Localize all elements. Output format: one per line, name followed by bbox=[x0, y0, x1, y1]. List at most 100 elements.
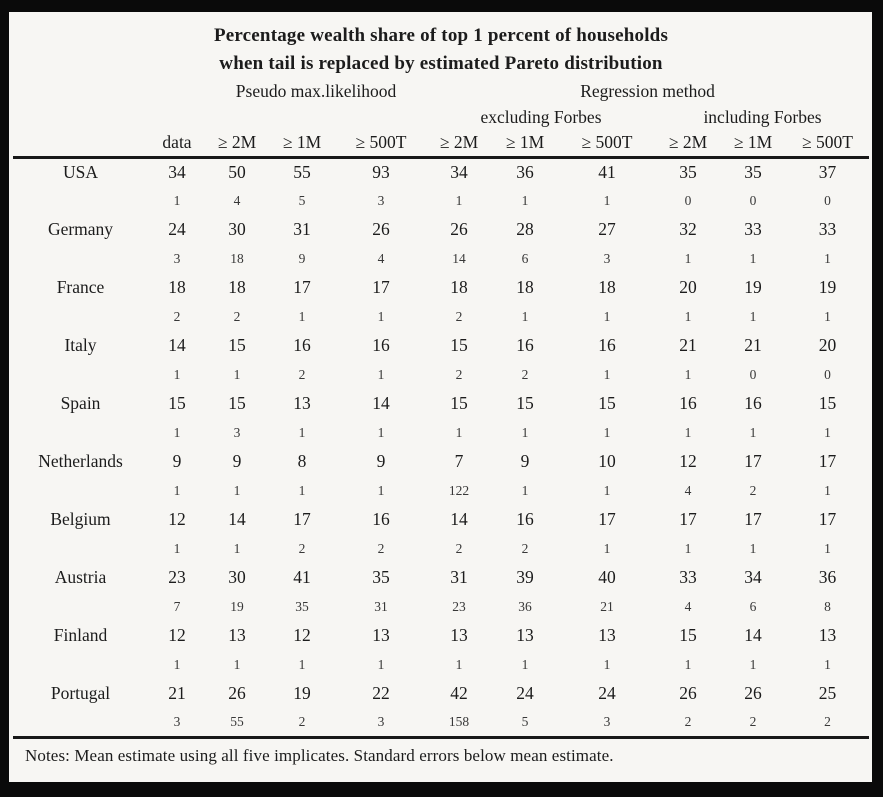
country-se-row: 3 55 2 3 158 5 3 2 2 2 bbox=[13, 708, 869, 737]
se-value-cell: 1 bbox=[233, 366, 241, 382]
se-value-cell: 1 bbox=[824, 424, 831, 440]
se-value-cell: 1 bbox=[233, 540, 241, 556]
mean-value-cell: 36 bbox=[818, 567, 837, 587]
mean-value-cell: 33 bbox=[679, 567, 697, 587]
spacer-cell bbox=[13, 78, 206, 104]
mean-value-cell: 17 bbox=[293, 509, 311, 529]
se-value-cell: 3 bbox=[377, 713, 385, 729]
column-header-ge-2m-incl: ≥ 2M bbox=[668, 132, 708, 153]
se-value-cell: 2 bbox=[298, 540, 306, 556]
mean-value-cell: 15 bbox=[168, 393, 186, 413]
mean-value-cell: 15 bbox=[598, 393, 616, 413]
se-value-cell: 3 bbox=[173, 250, 181, 266]
se-value-cell: 2 bbox=[684, 713, 692, 729]
mean-value-cell: 16 bbox=[293, 335, 311, 355]
country-label: Belgium bbox=[50, 509, 111, 529]
mean-value-cell: 15 bbox=[679, 625, 697, 645]
country-mean-row: Austria 23 30 41 35 31 39 40 33 34 36 bbox=[13, 563, 869, 592]
column-header-ge-1m-pseudo: ≥ 1M bbox=[282, 132, 322, 153]
mean-value-cell: 26 bbox=[372, 219, 390, 239]
mean-value-cell: 21 bbox=[744, 335, 762, 355]
country-se-row: 1 3 1 1 1 1 1 1 1 1 bbox=[13, 418, 869, 447]
mean-value-cell: 30 bbox=[228, 567, 246, 587]
se-value-cell: 14 bbox=[452, 250, 466, 266]
mean-value-cell: 13 bbox=[818, 625, 837, 645]
se-value-cell: 1 bbox=[824, 656, 831, 672]
mean-value-cell: 18 bbox=[598, 277, 616, 297]
forbes-group-including: including Forbes bbox=[703, 106, 822, 127]
column-header-ge-500t-pseudo: ≥ 500T bbox=[355, 132, 407, 153]
mean-value-cell: 9 bbox=[172, 451, 182, 471]
mean-value-cell: 17 bbox=[293, 277, 311, 297]
table-title-line1: Percentage wealth share of top 1 percent… bbox=[213, 25, 669, 46]
country-mean-row: Netherlands 9 9 8 9 7 9 10 12 17 17 bbox=[13, 447, 869, 476]
mean-value-cell: 27 bbox=[598, 219, 616, 239]
mean-value-cell: 20 bbox=[818, 335, 837, 355]
country-label: Portugal bbox=[50, 683, 111, 703]
mean-value-cell: 93 bbox=[372, 161, 390, 182]
mean-value-cell: 21 bbox=[679, 335, 697, 355]
mean-value-cell: 17 bbox=[372, 277, 390, 297]
se-value-cell: 1 bbox=[684, 250, 692, 266]
se-value-cell: 21 bbox=[600, 598, 614, 614]
mean-value-cell: 24 bbox=[168, 219, 186, 239]
mean-value-cell: 14 bbox=[168, 335, 186, 355]
se-value-cell: 1 bbox=[749, 540, 757, 556]
mean-value-cell: 32 bbox=[679, 219, 697, 239]
se-value-cell: 1 bbox=[824, 250, 831, 266]
mean-value-cell: 24 bbox=[516, 683, 534, 703]
se-value-cell: 1 bbox=[603, 540, 611, 556]
spacer-cell bbox=[13, 418, 148, 447]
country-se-row: 3 18 9 4 14 6 3 1 1 1 bbox=[13, 244, 869, 273]
se-value-cell: 0 bbox=[824, 192, 831, 208]
spacer-cell bbox=[13, 186, 148, 215]
se-value-cell: 2 bbox=[173, 308, 181, 324]
se-value-cell: 1 bbox=[377, 424, 385, 440]
se-value-cell: 1 bbox=[377, 656, 385, 672]
se-value-cell: 4 bbox=[684, 598, 692, 614]
mean-value-cell: 17 bbox=[818, 509, 837, 529]
se-value-cell: 1 bbox=[749, 250, 757, 266]
se-value-cell: 1 bbox=[377, 366, 385, 382]
spacer-cell bbox=[13, 708, 148, 737]
spacer-cell bbox=[13, 592, 148, 621]
se-value-cell: 1 bbox=[684, 308, 692, 324]
mean-value-cell: 19 bbox=[293, 683, 311, 703]
se-value-cell: 1 bbox=[455, 192, 463, 208]
country-mean-row: France 18 18 17 17 18 18 18 20 19 19 bbox=[13, 273, 869, 302]
mean-value-cell: 30 bbox=[228, 219, 246, 239]
se-value-cell: 1 bbox=[603, 656, 611, 672]
se-value-cell: 3 bbox=[377, 192, 385, 208]
country-label: USA bbox=[62, 161, 98, 182]
country-mean-row: Spain 15 15 13 14 15 15 15 16 16 15 bbox=[13, 389, 869, 418]
table-title: Percentage wealth share of top 1 percent… bbox=[13, 22, 869, 78]
se-value-cell: 4 bbox=[233, 192, 241, 208]
se-value-cell: 2 bbox=[749, 713, 757, 729]
se-value-cell: 3 bbox=[233, 424, 241, 440]
se-value-cell: 2 bbox=[824, 713, 831, 729]
se-value-cell: 1 bbox=[603, 366, 611, 382]
se-value-cell: 2 bbox=[455, 540, 463, 556]
mean-value-cell: 13 bbox=[228, 625, 246, 645]
country-mean-row: Belgium 12 14 17 16 14 16 17 17 17 17 bbox=[13, 505, 869, 534]
mean-value-cell: 35 bbox=[679, 161, 697, 182]
spacer-cell bbox=[13, 360, 148, 389]
se-value-cell: 7 bbox=[173, 598, 181, 614]
mean-value-cell: 26 bbox=[679, 683, 697, 703]
column-header-ge-2m-pseudo: ≥ 2M bbox=[217, 132, 257, 153]
country-label: Italy bbox=[64, 335, 97, 355]
se-value-cell: 2 bbox=[455, 366, 463, 382]
se-value-cell: 1 bbox=[603, 308, 611, 324]
country-label: France bbox=[56, 277, 105, 297]
mean-value-cell: 17 bbox=[744, 451, 762, 471]
spacer-cell bbox=[13, 476, 148, 505]
mean-value-cell: 16 bbox=[679, 393, 697, 413]
mean-value-cell: 35 bbox=[744, 161, 762, 182]
country-se-row: 7 19 35 31 23 36 21 4 6 8 bbox=[13, 592, 869, 621]
country-se-row: 1 4 5 3 1 1 1 0 0 0 bbox=[13, 186, 869, 215]
country-mean-row: Germany 24 30 31 26 26 28 27 32 33 33 bbox=[13, 215, 869, 244]
se-value-cell: 23 bbox=[452, 598, 466, 614]
spacer-cell bbox=[13, 302, 148, 331]
mean-value-cell: 9 bbox=[232, 451, 242, 471]
mean-value-cell: 15 bbox=[818, 393, 837, 413]
